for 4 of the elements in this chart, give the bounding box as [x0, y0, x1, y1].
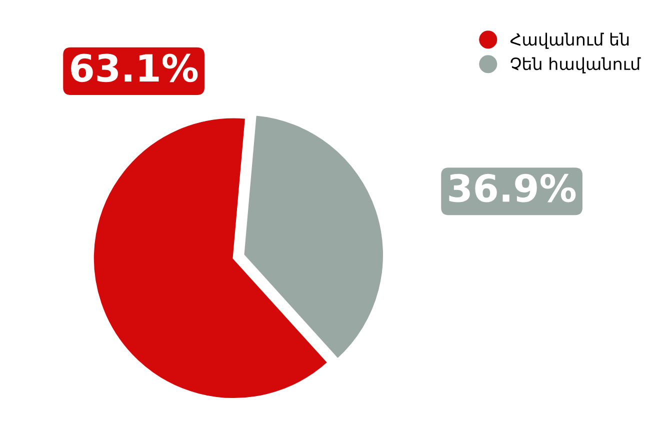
data-label: 36.9% [449, 174, 576, 202]
data-label: 63.1% [71, 54, 198, 82]
legend-label: Չեն հավանում [510, 57, 641, 74]
legend-label: Հավանում են [510, 32, 629, 49]
